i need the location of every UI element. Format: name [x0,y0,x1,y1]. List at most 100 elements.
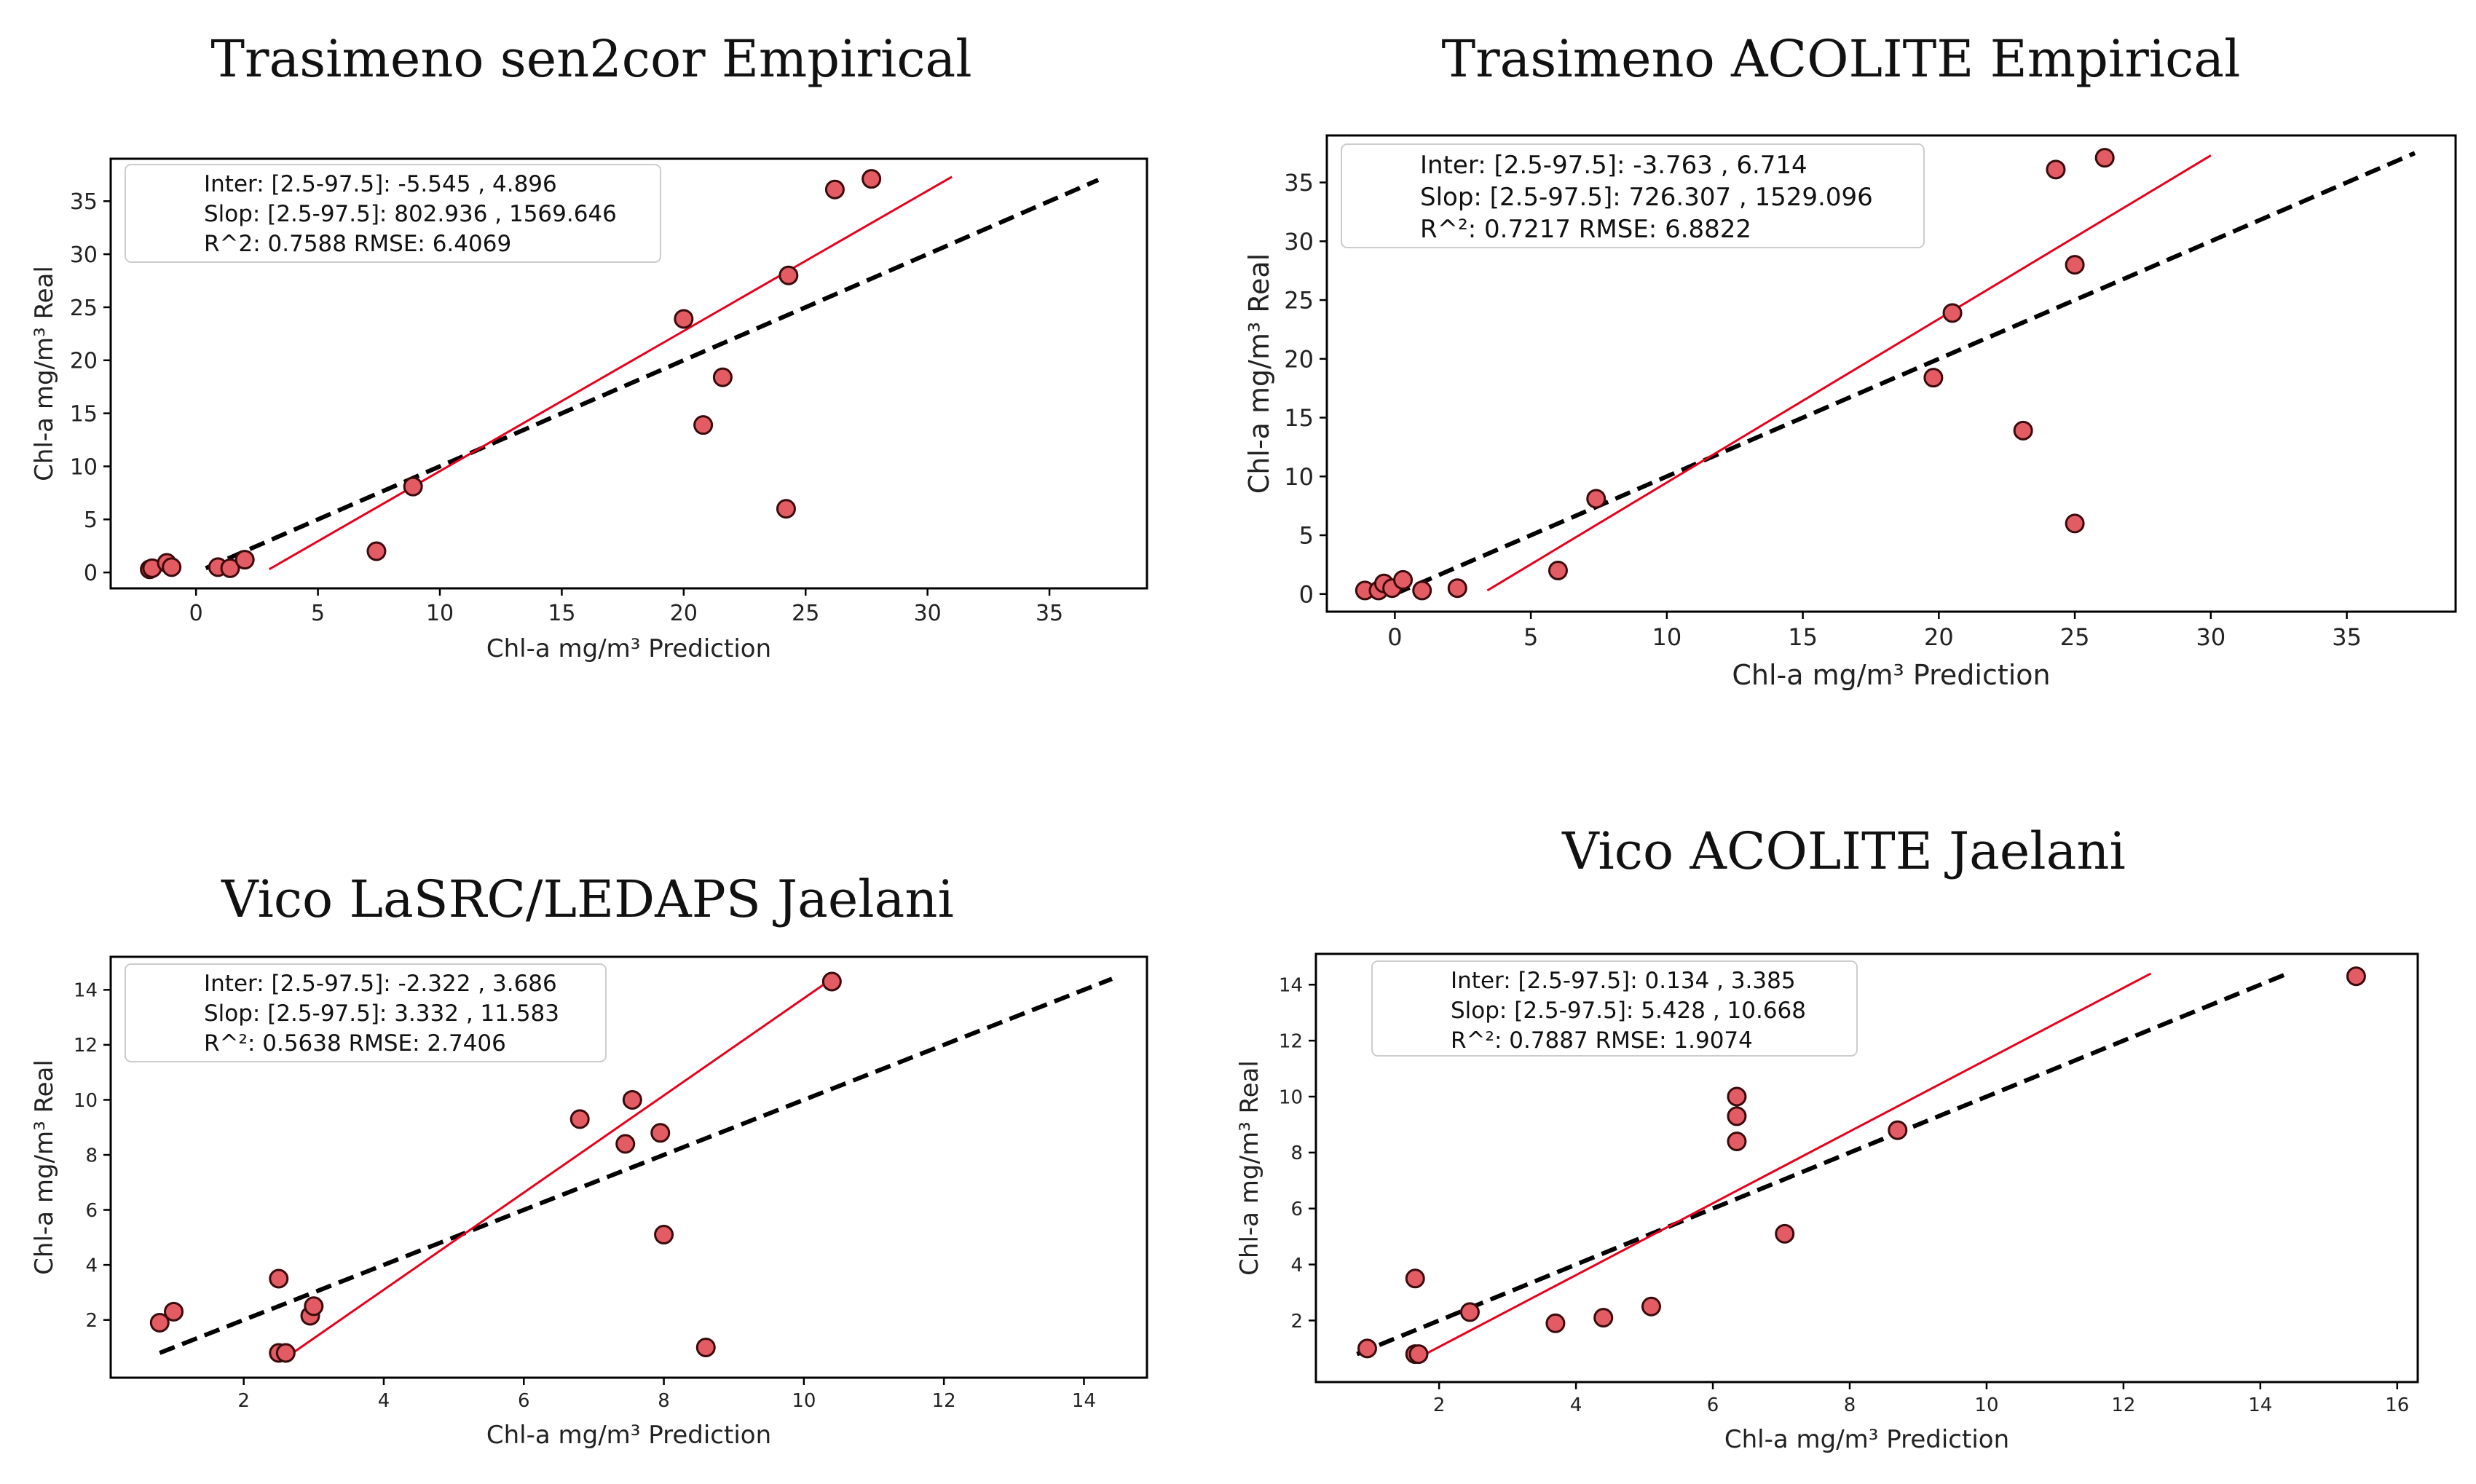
data-point [1545,1313,1566,1333]
y-axis-label: Chl-a mg/m³ Real [1235,1060,1264,1276]
y-tick-label: 2 [85,1310,98,1332]
scatter-panel-vico-acolite: 2 4 6 8 10 12 14 16 2 4 6 8 10 12 14 Chl-a mg/m³ Predic… [1235,952,2419,1454]
data-point [403,476,423,497]
y-tick-label: 12 [1279,1030,1303,1052]
y-tick-label: 2 [1290,1311,1303,1333]
panel-title-1: Trasimeno sen2cor Empirical [210,29,972,89]
x-tick-label: 25 [2060,623,2090,651]
data-point [695,1337,716,1357]
y-tick-label: 30 [1284,228,1314,256]
data-point [2065,255,2085,275]
x-axis-label: Chl-a mg/m³ Prediction [1724,1425,2009,1454]
x-tick-label: 15 [548,601,575,626]
x-axis-label: Chl-a mg/m³ Prediction [486,634,771,663]
data-point [1393,569,1414,590]
y-tick-label: 14 [74,980,98,1002]
regression-fit-line [1424,972,2152,1355]
stats-line: Inter: [2.5-97.5]: -3.763 , 6.714 [1420,151,1807,180]
regression-fit-line [292,977,833,1354]
x-tick-label: 16 [2385,1394,2409,1416]
data-point [712,367,733,387]
x-tick-label: 8 [1844,1394,1856,1416]
x-tick-label: 4 [378,1390,390,1412]
data-point [2065,513,2085,534]
y-axis-label: Chl-a mg/m³ Real [30,266,59,481]
y-tick-label: 0 [1299,580,1314,608]
y-tick-label: 35 [1284,169,1314,197]
x-tick-label: 4 [1570,1394,1582,1416]
x-axis-label: Chl-a mg/m³ Prediction [486,1421,771,1450]
x-tick-label: 20 [1924,623,1954,651]
y-tick-label: 6 [1290,1199,1303,1220]
data-point [1408,1344,1429,1365]
panel-title-2: Trasimeno ACOLITE Empirical [1441,29,2241,89]
y-tick-label: 5 [1299,522,1314,550]
x-tick-label: 12 [2111,1394,2135,1416]
x-tick-label: 8 [658,1390,670,1412]
x-tick-label: 10 [1974,1394,1998,1416]
y-tick-label: 5 [84,508,98,533]
regression-fit-line [268,175,953,571]
x-tick-label: 20 [670,601,698,626]
x-tick-label: 14 [1072,1390,1096,1412]
data-point [1405,1268,1425,1289]
data-point [2094,148,2115,168]
data-point [569,1109,590,1129]
x-tick-label: 6 [1707,1394,1719,1416]
x-tick-label: 35 [1036,601,1063,626]
stats-line: R^2: 0.7588 RMSE: 6.4069 [204,231,511,257]
y-tick-label: 10 [1284,463,1314,491]
y-tick-label: 15 [1284,404,1314,432]
data-point [1459,1302,1480,1322]
one-to-one-line [205,178,1100,571]
x-tick-label: 0 [1387,623,1402,651]
stats-line: Slop: [2.5-97.5]: 802.936 , 1569.646 [204,201,617,227]
data-point [1775,1223,1795,1244]
data-point [1412,580,1432,601]
data-point [164,1301,184,1322]
panel-title-4: Vico ACOLITE Jaelani [1562,821,2126,881]
data-point [654,1225,674,1245]
x-tick-label: 12 [932,1390,956,1412]
stats-line: Slop: [2.5-97.5]: 5.428 , 10.668 [1451,998,1806,1024]
stats-line: R^²: 0.5638 RMSE: 2.7406 [204,1030,506,1057]
y-tick-label: 25 [1284,287,1314,315]
y-tick-label: 0 [84,561,98,586]
stats-line: Inter: [2.5-97.5]: -2.322 , 3.686 [204,971,557,997]
data-point [1548,560,1568,580]
data-point [1888,1120,1908,1140]
data-point [366,541,387,561]
data-point [1727,1131,1747,1151]
y-tick-label: 20 [1284,345,1314,373]
y-tick-label: 15 [70,401,98,427]
stats-line: R^²: 0.7217 RMSE: 6.8822 [1420,215,1751,244]
x-tick-label: 6 [518,1390,530,1412]
one-to-one-line [159,976,1113,1355]
data-point [1942,303,1963,323]
data-point [615,1134,636,1154]
stats-line: R^²: 0.7887 RMSE: 1.9074 [1451,1027,1753,1054]
y-tick-label: 35 [70,189,98,215]
x-tick-label: 14 [2248,1394,2272,1416]
y-tick-label: 8 [85,1145,98,1167]
y-tick-label: 14 [1279,975,1303,997]
stats-line: Slop: [2.5-97.5]: 3.332 , 11.583 [204,1000,559,1027]
data-point [824,179,845,200]
data-point [1586,489,1606,509]
x-tick-label: 0 [189,601,203,626]
axes-frame [109,157,1148,590]
stats-legend-box [125,963,607,1062]
axes-frame [109,955,1148,1379]
data-point [622,1089,642,1110]
data-point [304,1296,324,1317]
data-point [149,1312,170,1333]
y-axis-label: Chl-a mg/m³ Real [30,1059,59,1275]
data-point [1593,1308,1614,1328]
y-tick-label: 20 [70,349,98,374]
x-tick-label: 25 [792,601,819,626]
y-tick-label: 10 [70,454,98,480]
y-tick-label: 4 [1290,1255,1303,1276]
data-point [778,265,799,285]
x-tick-label: 30 [914,601,942,626]
